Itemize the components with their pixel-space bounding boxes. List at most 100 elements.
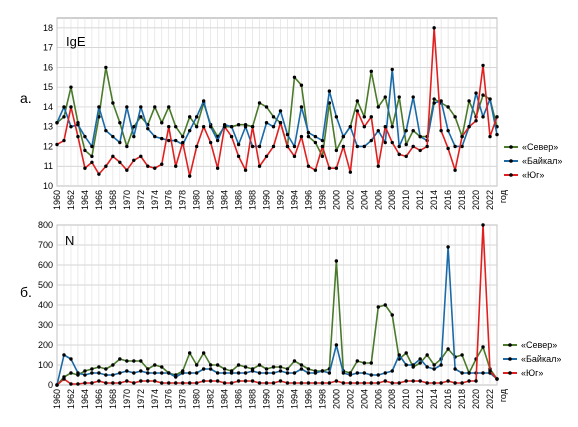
data-point (271, 371, 276, 375)
y-tick-label: 800 (38, 220, 53, 230)
data-point (278, 369, 283, 373)
data-point (250, 125, 255, 129)
data-point (69, 382, 73, 386)
x-tick-label: 2004 (359, 190, 369, 210)
x-tick-label: 1962 (66, 389, 76, 409)
data-point (404, 142, 408, 147)
data-point (341, 371, 346, 375)
x-tick-label: 1984 (220, 190, 230, 210)
data-point (174, 381, 178, 385)
x-tick-label: 1966 (94, 389, 104, 409)
data-point (229, 371, 234, 375)
data-point (390, 381, 394, 385)
data-point (76, 371, 80, 375)
data-point (397, 95, 401, 99)
data-point (362, 115, 367, 119)
data-point (90, 154, 94, 159)
x-tick-label: 1980 (192, 389, 202, 409)
data-point (460, 144, 464, 149)
data-point (104, 367, 108, 371)
data-point (397, 152, 401, 157)
x-tick-label: 2006 (373, 389, 383, 409)
data-point (243, 125, 248, 129)
data-point (362, 371, 367, 375)
data-point (132, 381, 136, 385)
legend-marker (508, 371, 512, 375)
data-point (355, 359, 360, 363)
data-point (306, 130, 311, 135)
data-point (111, 373, 115, 377)
x-tick-label: 1974 (150, 389, 160, 409)
data-point (411, 144, 415, 149)
data-point (146, 371, 150, 375)
data-point (348, 373, 353, 377)
data-point (146, 164, 150, 168)
data-point (181, 371, 185, 375)
data-point (432, 101, 436, 105)
x-axis-label: год (498, 189, 508, 203)
legend-marker (508, 343, 512, 347)
data-point (299, 134, 304, 139)
data-point (404, 128, 408, 133)
data-point (153, 166, 157, 170)
x-tick-label: 2022 (485, 389, 495, 409)
x-tick-label: 1988 (248, 190, 258, 210)
x-tick-label: 2002 (345, 190, 355, 210)
data-point (299, 105, 304, 109)
data-point (187, 115, 192, 119)
data-point (264, 154, 269, 159)
series-line-3 (56, 224, 498, 386)
data-point (264, 367, 269, 371)
data-point (243, 168, 248, 172)
x-tick-label: 2000 (331, 190, 341, 210)
data-point (383, 95, 387, 99)
x-tick-label: 1964 (80, 389, 90, 409)
data-point (167, 138, 171, 143)
x-tick-label: 1970 (122, 190, 132, 210)
data-point (153, 363, 157, 367)
data-point (313, 381, 318, 385)
data-point (104, 373, 108, 377)
data-point (90, 144, 94, 149)
data-point (369, 381, 373, 385)
data-point (257, 144, 262, 149)
data-point (334, 115, 339, 119)
series-line-1 (56, 260, 498, 386)
x-tick-label: 2020 (471, 389, 481, 409)
data-point (104, 381, 108, 385)
data-point (264, 105, 269, 109)
x-tick-label: 1988 (248, 389, 258, 409)
data-point (488, 134, 492, 139)
data-point (194, 381, 199, 385)
data-point (139, 115, 143, 119)
legend-marker (509, 145, 513, 149)
data-point (334, 379, 339, 383)
data-point (201, 367, 206, 371)
x-tick-label: 2010 (401, 190, 411, 210)
y-tick-label: 400 (38, 300, 53, 310)
data-point (278, 379, 283, 383)
data-point (271, 381, 276, 385)
data-point (125, 379, 129, 383)
data-point (481, 115, 485, 119)
data-point (355, 144, 360, 149)
data-point (292, 359, 297, 363)
x-tick-label: 2014 (429, 389, 439, 409)
data-point (439, 381, 443, 385)
data-point (376, 373, 380, 377)
data-point (306, 371, 311, 375)
x-tick-label: 1986 (234, 190, 244, 210)
data-point (418, 134, 422, 139)
data-point (236, 123, 241, 127)
data-point (153, 134, 157, 139)
x-tick-label: 1986 (234, 389, 244, 409)
data-point (418, 148, 422, 153)
data-point (208, 363, 213, 367)
data-point (90, 381, 94, 385)
data-point (446, 128, 450, 133)
data-point (306, 381, 311, 385)
data-point (125, 359, 129, 363)
legend-label: «Байкал» (522, 156, 562, 166)
x-tick-label: 2002 (345, 389, 355, 409)
data-point (174, 375, 178, 379)
